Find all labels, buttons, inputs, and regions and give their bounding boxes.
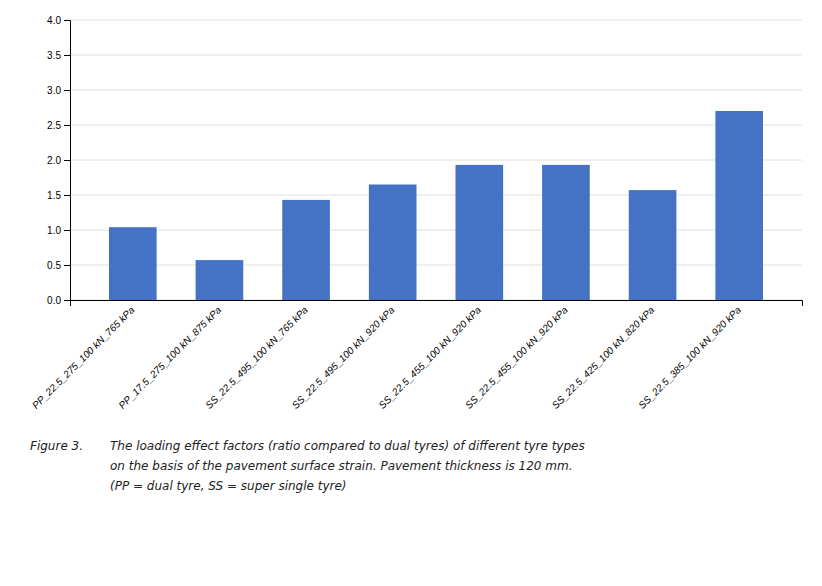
y-tick-mark	[64, 55, 70, 56]
y-tick-label: 0.5	[47, 260, 61, 271]
x-tick: PP_17.5_275_100 kN_875 kPa	[116, 304, 223, 411]
x-tick: SS_22.5_455_100 kN_920 kPa	[376, 304, 483, 411]
x-tick-label: SS_22.5_385_100 kN_920 kPa	[636, 304, 743, 411]
y-tick: 4.0	[47, 15, 70, 26]
x-tick: SS_22.5_495_100 kN_920 kPa	[290, 304, 397, 411]
x-tick: SS_22.5_495_100 kN_765 kPa	[203, 304, 310, 411]
y-tick-mark	[64, 230, 70, 231]
y-tick-mark	[64, 90, 70, 91]
caption-label: Figure 3.	[30, 439, 83, 453]
y-tick-mark	[64, 300, 70, 301]
y-tick-label: 1.5	[47, 190, 61, 201]
bar	[455, 165, 503, 300]
grid-line	[70, 265, 802, 266]
y-tick-label: 1.0	[47, 225, 61, 236]
y-tick: 0.0	[47, 295, 70, 306]
grid-line	[70, 195, 802, 196]
bar	[369, 185, 417, 301]
chart: 0.0 0.5 1.0 1.5 2.0 2.5 3.0 3.5 4.0 PP_22.5_275_1…	[0, 0, 822, 586]
y-axis-line	[64, 21, 71, 301]
y-tick-label: 3.0	[47, 85, 61, 96]
x-tick: SS_22.5_455_100 kN_920 kPa	[463, 304, 570, 411]
x-tick: SS_22.5_385_100 kN_920 kPa	[636, 304, 743, 411]
caption-text: The loading effect factors (ratio compar…	[110, 439, 585, 453]
x-tick-label: SS_22.5_455_100 kN_920 kPa	[376, 304, 483, 411]
bar	[109, 227, 157, 300]
y-tick-mark	[64, 265, 70, 266]
grid	[70, 20, 802, 300]
caption: Figure 3. The loading effect factors (rat…	[30, 439, 585, 493]
grid-line	[70, 90, 802, 91]
grid-line	[70, 230, 802, 231]
x-tick-label: PP_17.5_275_100 kN_875 kPa	[116, 304, 223, 411]
y-tick: 2.5	[47, 120, 70, 131]
plot: 0.0 0.5 1.0 1.5 2.0 2.5 3.0 3.5 4.0 PP_22.5_275_1…	[30, 15, 803, 411]
y-tick-mark	[64, 20, 70, 21]
bar	[715, 111, 763, 300]
grid-line	[70, 160, 802, 161]
x-axis-line	[71, 301, 803, 307]
grid-line	[70, 125, 802, 126]
y-tick-mark	[64, 160, 70, 161]
y-tick: 0.5	[47, 260, 70, 271]
grid-line	[70, 55, 802, 56]
y-tick-label: 4.0	[47, 15, 61, 26]
x-tick-label: SS_22.5_495_100 kN_765 kPa	[203, 304, 310, 411]
y-tick: 2.0	[47, 155, 70, 166]
bar	[629, 190, 677, 300]
y-tick-mark	[64, 195, 70, 196]
caption-text: on the basis of the pavement surface str…	[110, 459, 573, 473]
y-tick: 3.5	[47, 50, 70, 61]
x-tick: PP_22.5_275_100 kN_765 kPa	[30, 304, 137, 411]
y-tick-label: 2.5	[47, 120, 61, 131]
x-tick-label: SS_22.5_455_100 kN_920 kPa	[463, 304, 570, 411]
y-tick-label: 3.5	[47, 50, 61, 61]
y-tick-label: 2.0	[47, 155, 61, 166]
grid-line	[70, 20, 802, 21]
y-tick: 3.0	[47, 85, 70, 96]
y-tick: 1.0	[47, 225, 70, 236]
bars	[109, 111, 763, 300]
x-axis: PP_22.5_275_100 kN_765 kPaPP_17.5_275_10…	[30, 301, 803, 411]
x-tick-label: SS_22.5_495_100 kN_920 kPa	[290, 304, 397, 411]
y-tick: 1.5	[47, 190, 70, 201]
x-tick-label: PP_22.5_275_100 kN_765 kPa	[30, 304, 137, 411]
bar	[196, 260, 244, 300]
bar	[542, 165, 590, 300]
caption-text: (PP = dual tyre, SS = super single tyre)	[110, 479, 347, 493]
x-tick-label: SS_22.5_425_100 kN_820 kPa	[550, 304, 657, 411]
x-tick: SS_22.5_425_100 kN_820 kPa	[550, 304, 657, 411]
y-axis: 0.0 0.5 1.0 1.5 2.0 2.5 3.0 3.5 4.0	[47, 15, 70, 306]
y-tick-label: 0.0	[47, 295, 61, 306]
y-tick-mark	[64, 125, 70, 126]
bar	[282, 200, 330, 300]
